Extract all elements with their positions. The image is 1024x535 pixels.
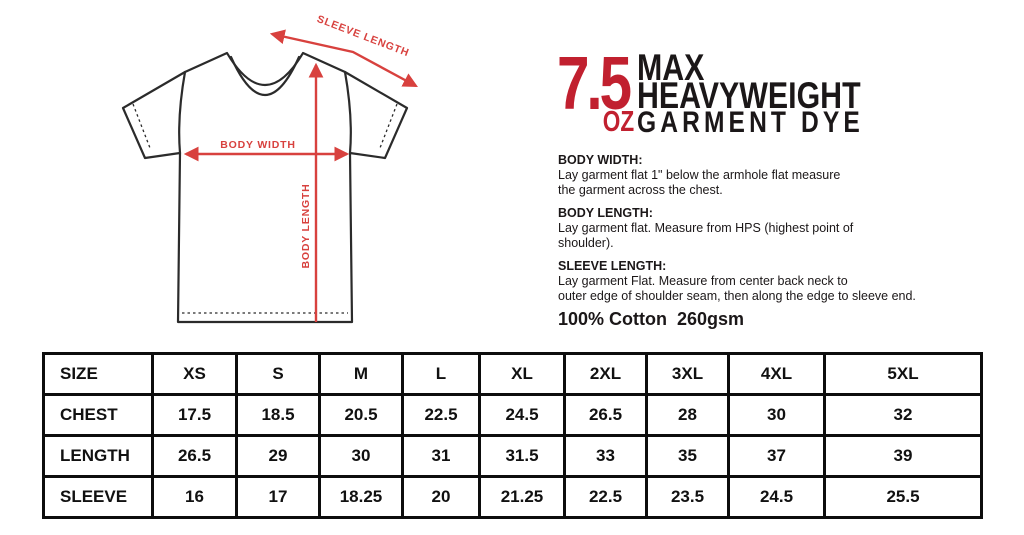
table-row-sleeve: SLEEVE 16 17 18.25 20 21.25 22.5 23.5 24… [42, 475, 983, 519]
row-label: SLEEVE [42, 475, 154, 519]
tshirt-diagram-svg: BODY WIDTH BODY LENGTH SLEEVE LENGTH [121, 13, 418, 324]
instruction-title: SLEEVE LENGTH: [558, 259, 667, 273]
table-cell: 25.5 [823, 475, 983, 519]
table-cell: 24.5 [727, 475, 826, 519]
table-row-chest: CHEST 17.5 18.5 20.5 22.5 24.5 26.5 28 3… [42, 393, 983, 437]
body-width-label: BODY WIDTH [220, 139, 295, 151]
info-panel: 7.5 OZ MAX HEAVYWEIGHT GARMENT DYE BODY … [557, 41, 1007, 342]
product-title: MAX HEAVYWEIGHT GARMENT DYE [637, 47, 864, 139]
col-header-5xl: 5XL [823, 352, 983, 396]
instruction-line: Lay garment Flat. Measure from center ba… [558, 274, 848, 288]
title-line-2: HEAVYWEIGHT [637, 75, 861, 116]
table-cell: 18.5 [235, 393, 321, 437]
table-cell: 17.5 [151, 393, 238, 437]
table-header-row: SIZE XS S M L XL 2XL 3XL 4XL 5XL [42, 352, 983, 396]
weight-value: 7.5 [557, 41, 632, 125]
col-header-size: SIZE [42, 352, 154, 396]
col-header-2xl: 2XL [563, 352, 648, 396]
tshirt-diagram: BODY WIDTH BODY LENGTH SLEEVE LENGTH [110, 5, 440, 335]
title-line-3: GARMENT DYE [637, 106, 864, 139]
body-length-label: BODY LENGTH [300, 183, 312, 268]
table-cell: 17 [235, 475, 321, 519]
tshirt-outline [121, 51, 409, 324]
table-cell: 29 [235, 434, 321, 478]
table-cell: 30 [318, 434, 404, 478]
table-cell: 23.5 [645, 475, 730, 519]
table-cell: 33 [563, 434, 648, 478]
table-cell: 35 [645, 434, 730, 478]
col-header-xs: XS [151, 352, 238, 396]
table-cell: 20.5 [318, 393, 404, 437]
left-cuff-stitch [132, 103, 151, 149]
row-label: LENGTH [42, 434, 154, 478]
table-cell: 22.5 [401, 393, 481, 437]
instruction-line: the garment across the chest. [558, 182, 723, 197]
table-cell: 39 [823, 434, 983, 478]
col-header-s: S [235, 352, 321, 396]
instruction-title: BODY WIDTH: [558, 153, 643, 167]
instruction-title: BODY LENGTH: [558, 206, 653, 220]
col-header-m: M [318, 352, 404, 396]
col-header-xl: XL [478, 352, 566, 396]
col-header-4xl: 4XL [727, 352, 826, 396]
table-cell: 26.5 [563, 393, 648, 437]
weight-badge: 7.5 OZ [557, 41, 637, 138]
table-cell: 22.5 [563, 475, 648, 519]
table-cell: 37 [727, 434, 826, 478]
table-cell: 32 [823, 393, 983, 437]
instruction-line: Lay garment flat 1" below the armhole fl… [558, 168, 841, 182]
weight-unit: OZ [602, 106, 635, 138]
title-line-1: MAX [637, 47, 705, 88]
body-length-instruction: BODY LENGTH: Lay garment flat. Measure f… [558, 206, 1007, 250]
sleeve-length-label: SLEEVE LENGTH [315, 13, 411, 59]
col-header-l: L [401, 352, 481, 396]
material-info: 100% Cotton 260gsm [558, 309, 745, 329]
table-cell: 18.25 [318, 475, 404, 519]
size-table: SIZE XS S M L XL 2XL 3XL 4XL 5XL CHEST 1… [42, 352, 983, 519]
measurement-instructions: BODY WIDTH: Lay garment flat 1" below th… [558, 153, 1007, 312]
table-cell: 28 [645, 393, 730, 437]
sleeve-length-arrow [269, 29, 418, 88]
table-cell: 24.5 [478, 393, 566, 437]
body-width-instruction: BODY WIDTH: Lay garment flat 1" below th… [558, 153, 1007, 197]
table-cell: 26.5 [151, 434, 238, 478]
right-cuff-stitch [379, 103, 398, 149]
instruction-line: Lay garment flat. Measure from HPS (high… [558, 221, 854, 235]
instruction-line: outer edge of shoulder seam, then along … [558, 288, 916, 303]
instruction-line: shoulder). [558, 235, 614, 250]
table-cell: 21.25 [478, 475, 566, 519]
table-row-length: LENGTH 26.5 29 30 31 31.5 33 35 37 39 [42, 434, 983, 478]
table-cell: 20 [401, 475, 481, 519]
sleeve-length-instruction: SLEEVE LENGTH: Lay garment Flat. Measure… [558, 259, 1007, 303]
table-cell: 30 [727, 393, 826, 437]
row-label: CHEST [42, 393, 154, 437]
product-heading: 7.5 OZ MAX HEAVYWEIGHT GARMENT DYE [557, 41, 1007, 148]
table-cell: 31.5 [478, 434, 566, 478]
col-header-3xl: 3XL [645, 352, 730, 396]
left-armhole-seam [178, 70, 187, 155]
table-cell: 16 [151, 475, 238, 519]
table-cell: 31 [401, 434, 481, 478]
